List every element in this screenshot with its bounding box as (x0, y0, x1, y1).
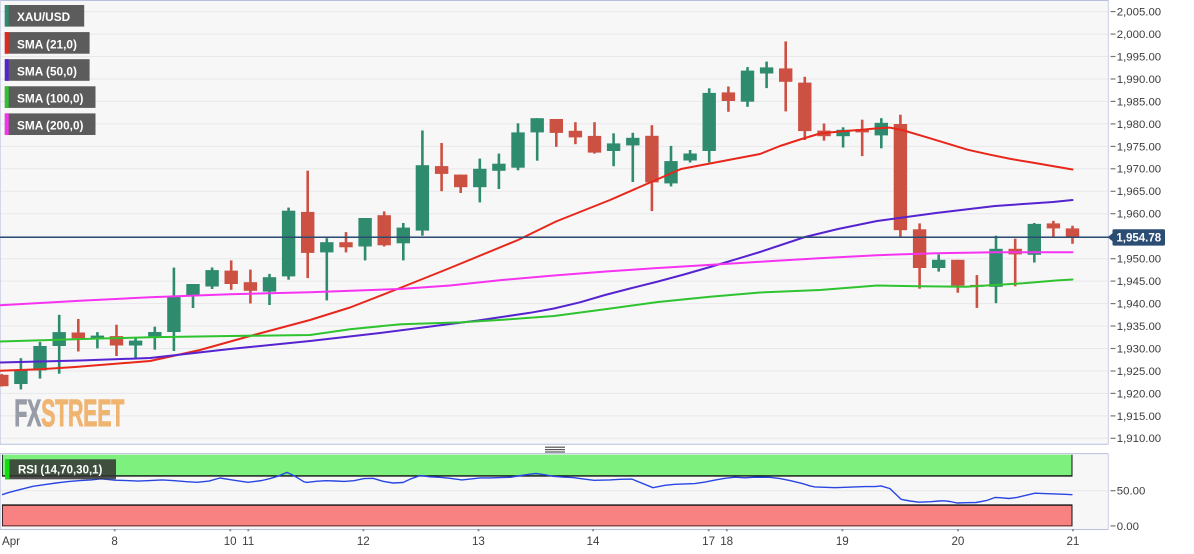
svg-text:1,925.00: 1,925.00 (1117, 366, 1161, 378)
svg-text:1,945.00: 1,945.00 (1117, 276, 1161, 288)
svg-text:RSI (14,70,30,1): RSI (14,70,30,1) (18, 465, 103, 477)
svg-text:1,995.00: 1,995.00 (1117, 51, 1161, 63)
svg-text:1,960.00: 1,960.00 (1117, 209, 1161, 221)
svg-text:SMA (200,0): SMA (200,0) (17, 119, 84, 133)
svg-text:50.00: 50.00 (1117, 486, 1146, 498)
svg-text:8: 8 (111, 535, 117, 548)
svg-text:11: 11 (242, 535, 254, 548)
svg-text:1,975.00: 1,975.00 (1117, 141, 1161, 153)
svg-text:1,915.00: 1,915.00 (1117, 411, 1161, 423)
svg-text:0.00: 0.00 (1117, 521, 1139, 533)
svg-text:SMA (100,0): SMA (100,0) (17, 92, 84, 106)
svg-text:20: 20 (951, 535, 964, 548)
svg-text:2,000.00: 2,000.00 (1117, 29, 1161, 41)
svg-text:XAU/USD: XAU/USD (17, 10, 71, 24)
svg-text:19: 19 (836, 535, 849, 548)
svg-text:1,970.00: 1,970.00 (1117, 164, 1161, 176)
svg-text:21: 21 (1066, 535, 1079, 548)
svg-text:1,930.00: 1,930.00 (1117, 343, 1161, 355)
svg-text:1,965.00: 1,965.00 (1117, 186, 1161, 198)
svg-text:2,005.00: 2,005.00 (1117, 7, 1161, 19)
svg-text:1,990.00: 1,990.00 (1117, 74, 1161, 86)
svg-text:1,985.00: 1,985.00 (1117, 96, 1161, 108)
svg-text:1,950.00: 1,950.00 (1117, 254, 1161, 266)
svg-text:1,910.00: 1,910.00 (1117, 433, 1161, 445)
svg-text:1,954.78: 1,954.78 (1116, 232, 1161, 244)
svg-text:18: 18 (720, 535, 733, 548)
svg-text:17: 17 (702, 535, 715, 548)
svg-text:SMA (21,0): SMA (21,0) (17, 37, 77, 51)
svg-text:FXSTREET: FXSTREET (14, 392, 124, 435)
svg-text:14: 14 (587, 535, 600, 548)
svg-text:1,980.00: 1,980.00 (1117, 119, 1161, 131)
svg-text:1,920.00: 1,920.00 (1117, 388, 1161, 400)
svg-text:Apr: Apr (2, 535, 20, 548)
svg-text:1,940.00: 1,940.00 (1117, 299, 1161, 311)
svg-text:10: 10 (224, 535, 237, 548)
svg-text:12: 12 (357, 535, 370, 548)
svg-text:13: 13 (472, 535, 485, 548)
svg-text:1,935.00: 1,935.00 (1117, 321, 1161, 333)
svg-text:SMA (50,0): SMA (50,0) (17, 64, 77, 78)
